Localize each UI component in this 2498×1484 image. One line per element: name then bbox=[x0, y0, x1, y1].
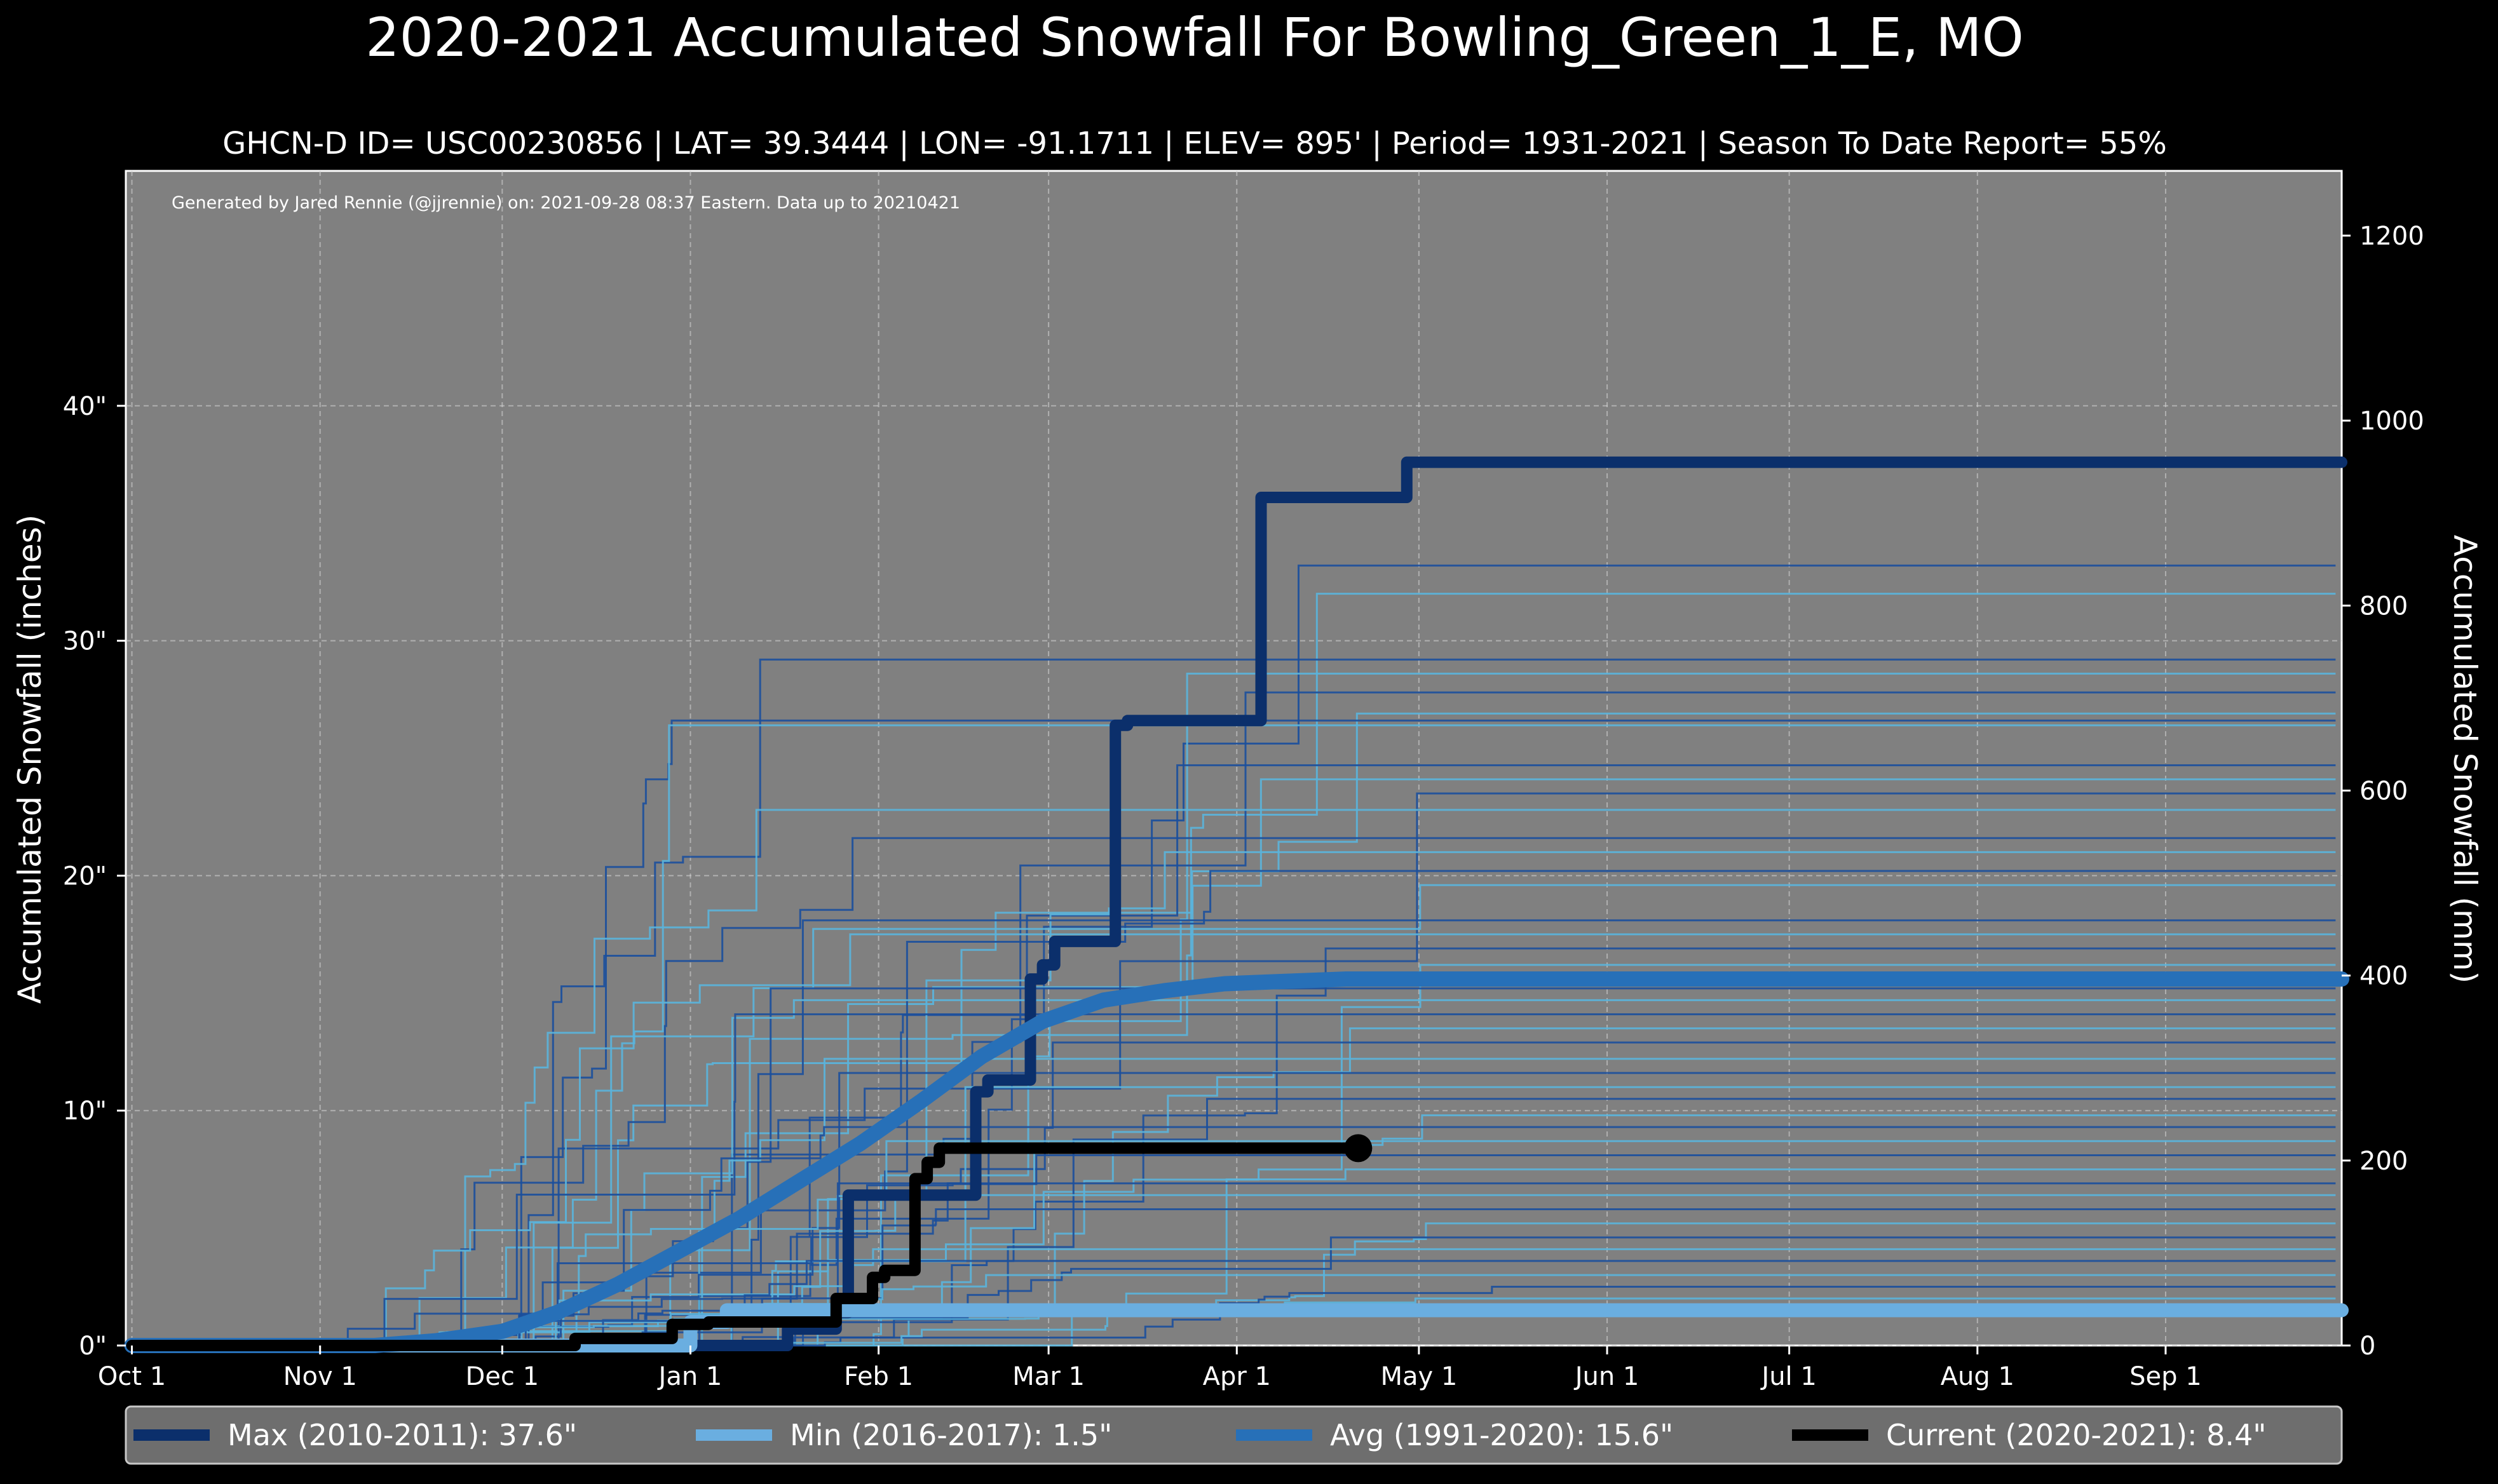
y-right-tick-label: 1000 bbox=[2359, 407, 2424, 436]
y-tick-label: 30" bbox=[63, 627, 107, 656]
chart-subtitle: GHCN-D ID= USC00230856 | LAT= 39.3444 | … bbox=[222, 126, 2167, 161]
history-line bbox=[132, 778, 2336, 1347]
legend-label: Avg (1991-2020): 15.6" bbox=[1330, 1418, 1673, 1452]
x-tick-label: Jun 1 bbox=[1573, 1362, 1639, 1391]
series-line-2 bbox=[124, 971, 2349, 1353]
history-line bbox=[132, 1027, 2336, 1347]
history-line bbox=[132, 1041, 2336, 1347]
x-axis-ticks: Oct 1 Nov 1 Dec 1 Jan 1 Feb 1 Mar 1 Apr 1 May 1… bbox=[98, 1346, 2202, 1391]
legend-label: Min (2016-2017): 1.5" bbox=[790, 1418, 1112, 1452]
y-right-tick-label: 0 bbox=[2359, 1332, 2375, 1361]
y-axis-right-ticks: 0 200 400 600 800 1000 1200 bbox=[2342, 222, 2424, 1361]
y-tick-label: 40" bbox=[63, 392, 107, 421]
x-tick-label: Mar 1 bbox=[1012, 1362, 1085, 1391]
history-line bbox=[132, 1236, 2336, 1347]
x-tick-label: Aug 1 bbox=[1941, 1362, 2014, 1391]
y-axis-label: Accumulated Snowfall (inches) bbox=[11, 515, 48, 1004]
x-tick-label: Apr 1 bbox=[1203, 1362, 1271, 1391]
x-tick-label: Nov 1 bbox=[283, 1362, 357, 1391]
legend-box bbox=[125, 1405, 2343, 1465]
series-lines bbox=[124, 456, 2349, 1353]
y-right-tick-label: 1200 bbox=[2359, 222, 2424, 251]
y-tick-label: 10" bbox=[63, 1096, 107, 1126]
history-line bbox=[132, 792, 2336, 1347]
current-endpoint-marker bbox=[1344, 1134, 1373, 1163]
chart-title: 2020-2021 Accumulated Snowfall For Bowli… bbox=[365, 6, 2024, 69]
history-line bbox=[132, 1208, 2336, 1347]
y-right-tick-label: 600 bbox=[2359, 776, 2408, 806]
legend-label: Max (2010-2011): 37.6" bbox=[227, 1418, 577, 1452]
y-right-tick-label: 400 bbox=[2359, 962, 2408, 991]
credit-text: Generated by Jared Rennie (@jjrennie) on… bbox=[172, 193, 960, 213]
history-line bbox=[132, 933, 2336, 1347]
x-tick-label: May 1 bbox=[1380, 1362, 1457, 1391]
grid-lines bbox=[126, 171, 2342, 1346]
x-tick-label: Dec 1 bbox=[466, 1362, 540, 1391]
history-line bbox=[132, 870, 2336, 1347]
history-line bbox=[132, 658, 2336, 1347]
legend-label: Current (2020-2021): 8.4" bbox=[1886, 1418, 2266, 1452]
legend-entries: Max (2010-2011): 37.6" Min (2016-2017): 1… bbox=[133, 1418, 2266, 1452]
x-tick-label: Jan 1 bbox=[657, 1362, 723, 1391]
history-line bbox=[132, 999, 2336, 1347]
y-axis-ticks: 0" 10" 20" 30" 40" bbox=[63, 392, 126, 1361]
x-tick-label: Jul 1 bbox=[1760, 1362, 1816, 1391]
legend: Max (2010-2011): 37.6" Min (2016-2017): 1… bbox=[125, 1405, 2343, 1465]
x-tick-label: Feb 1 bbox=[844, 1362, 913, 1391]
y-right-tick-label: 200 bbox=[2359, 1147, 2408, 1176]
history-line bbox=[132, 593, 2336, 1347]
y-tick-label: 0" bbox=[79, 1332, 107, 1361]
history-line bbox=[132, 764, 2336, 1347]
x-tick-label: Oct 1 bbox=[98, 1362, 166, 1391]
history-line bbox=[132, 1098, 2336, 1347]
x-tick-label: Sep 1 bbox=[2129, 1362, 2202, 1391]
series-line-3 bbox=[126, 1142, 1364, 1351]
history-line bbox=[132, 564, 2336, 1347]
y-right-tick-label: 800 bbox=[2359, 591, 2408, 621]
y-tick-label: 20" bbox=[63, 861, 107, 891]
history-line bbox=[132, 809, 2336, 1347]
history-line bbox=[132, 1297, 2336, 1347]
history-line bbox=[132, 837, 2336, 1347]
y-axis-right-label: Accumulated Snowfall (mm) bbox=[2447, 535, 2483, 983]
